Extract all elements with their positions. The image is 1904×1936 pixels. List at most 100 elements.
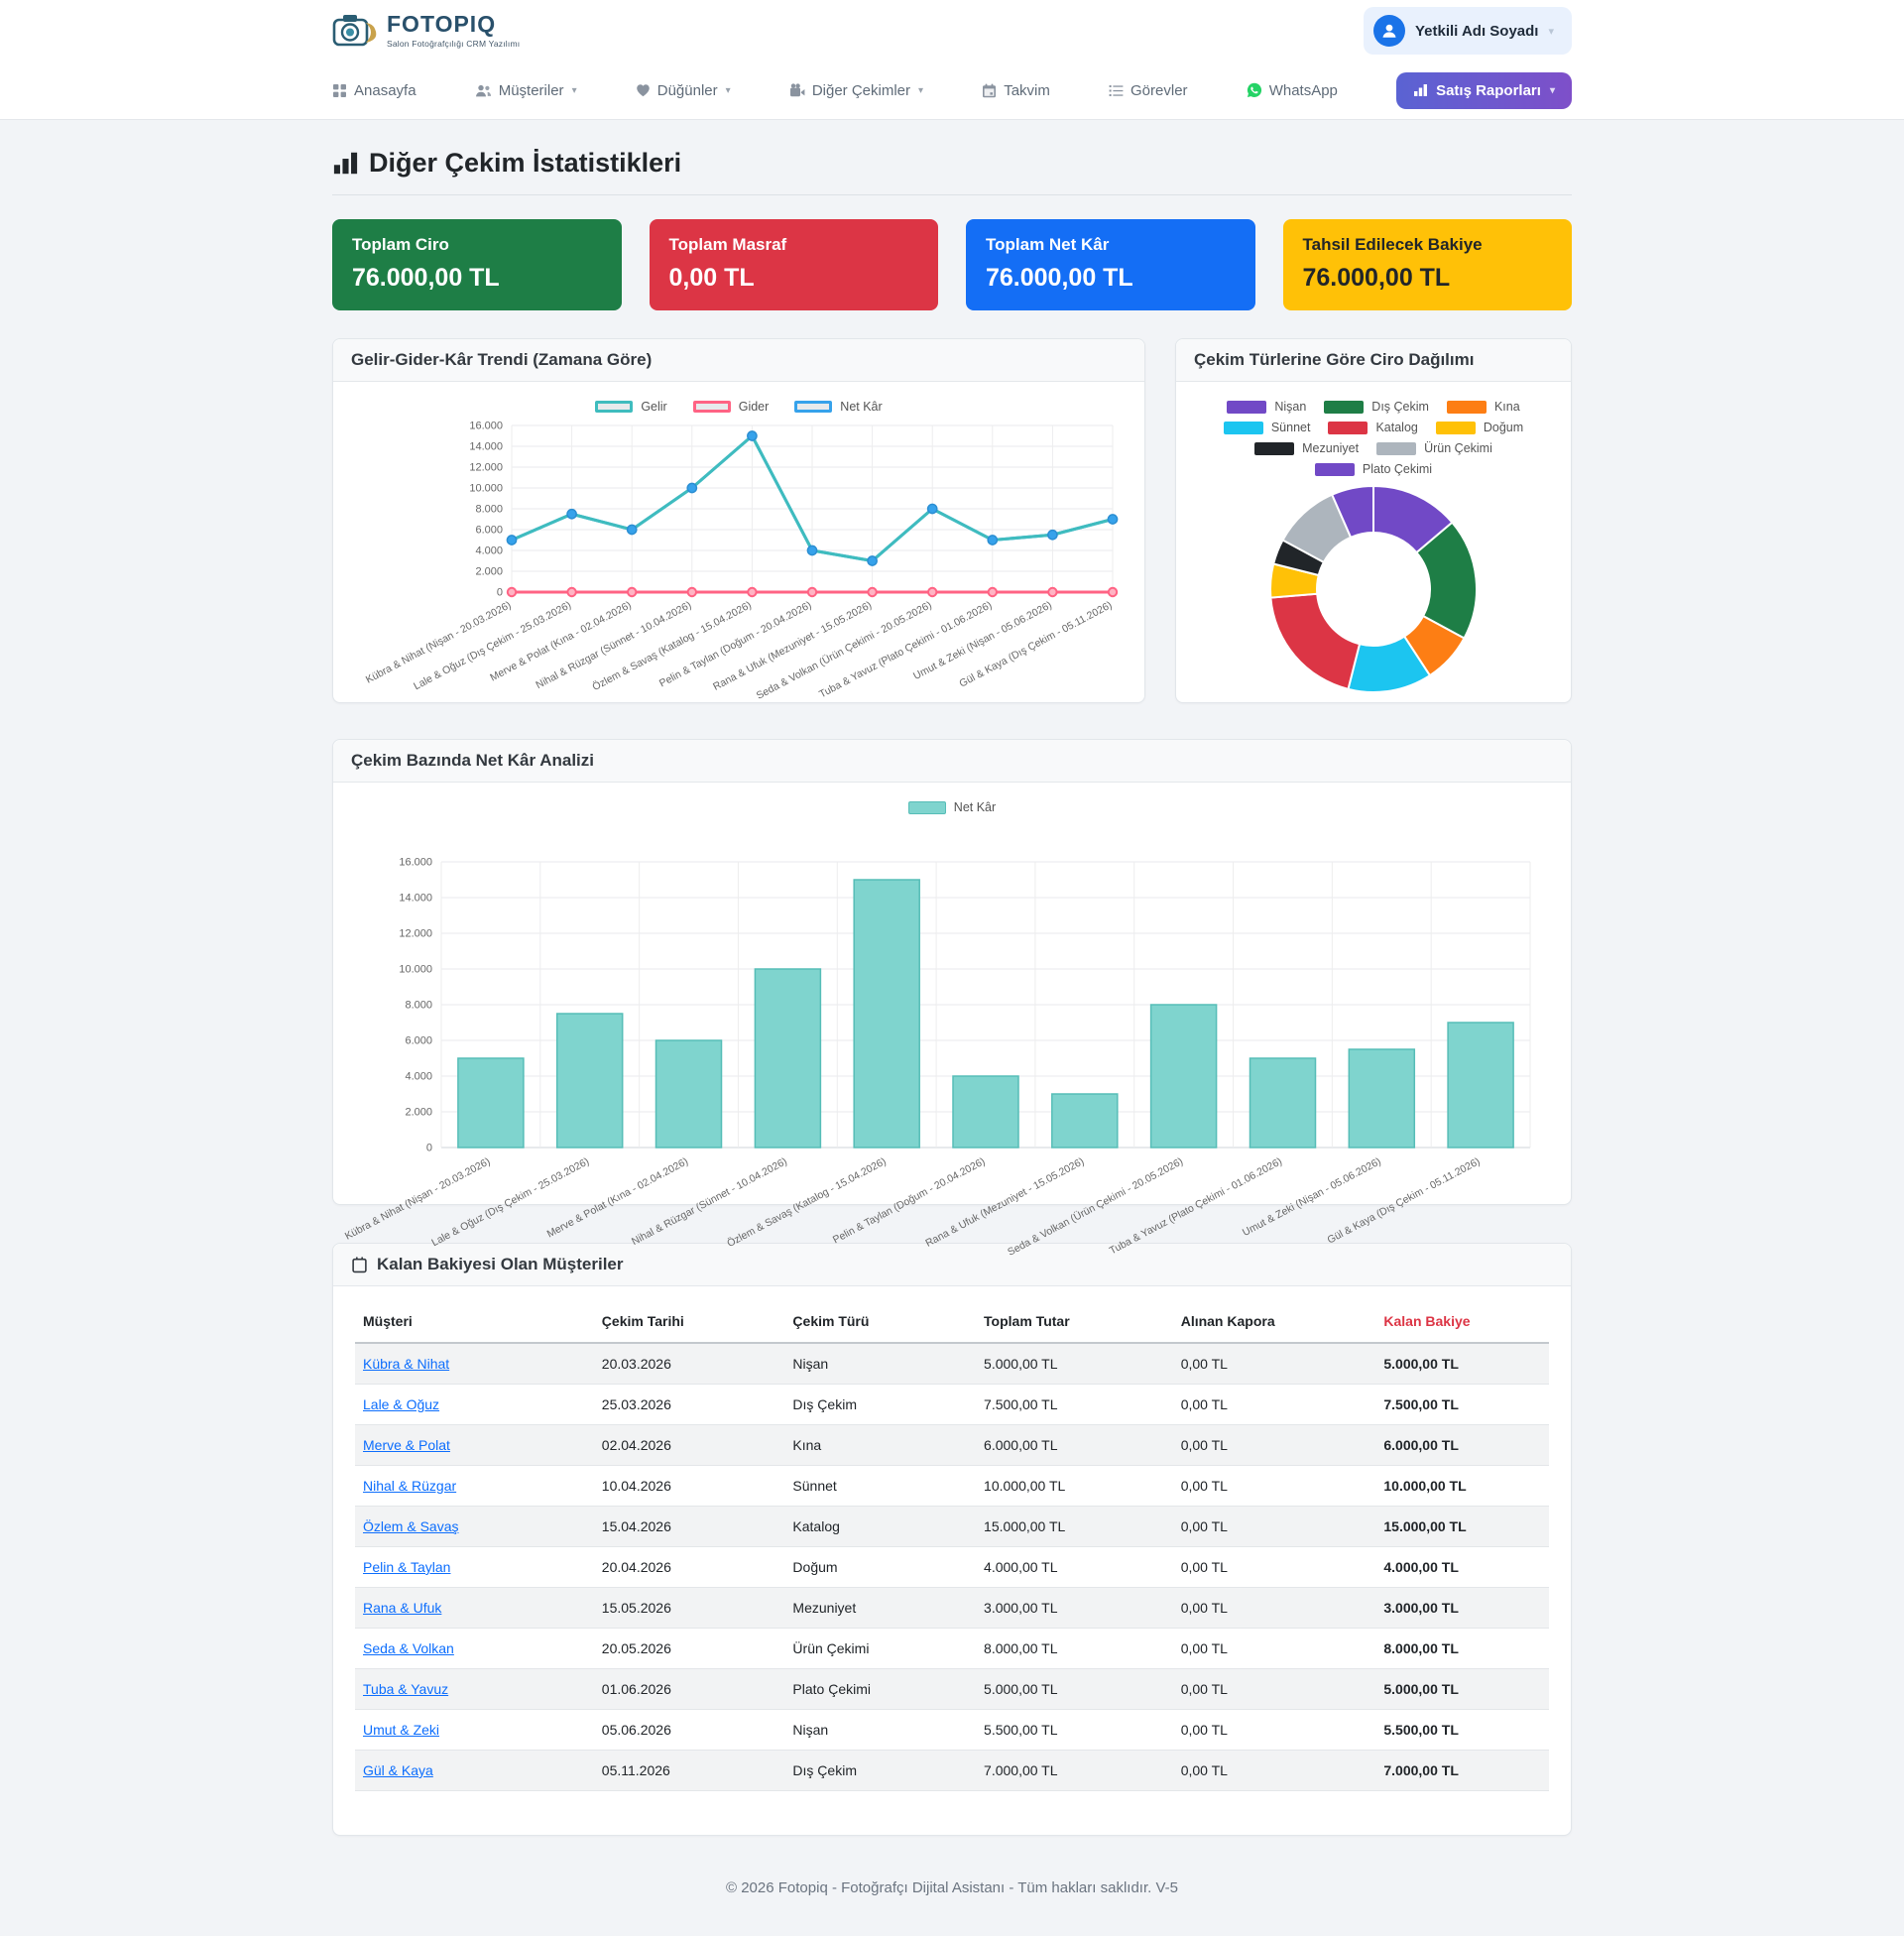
cell-type: Kına <box>784 1424 977 1466</box>
table-row: Merve & Polat 02.04.2026 Kına 6.000,00 T… <box>355 1424 1549 1466</box>
customer-link[interactable]: Gül & Kaya <box>363 1762 433 1778</box>
cell-deposit: 0,00 TL <box>1172 1506 1376 1547</box>
sales-reports-button[interactable]: Satış Raporları ▾ <box>1396 71 1572 109</box>
nav-label: Diğer Çekimler <box>811 81 910 99</box>
donut-chart-legend: Nişan Dış Çekim Kına Sünnet Katalog Doğu… <box>1186 394 1561 478</box>
nav-item-anasayfa[interactable]: Anasayfa <box>332 82 416 99</box>
main-nav: Anasayfa Müşteriler ▾ Düğünler ▾ Diğer Ç… <box>0 61 1904 120</box>
customer-link[interactable]: Umut & Zeki <box>363 1722 440 1738</box>
table-row: Pelin & Taylan 20.04.2026 Doğum 4.000,00… <box>355 1546 1549 1588</box>
summary-card-3: Tahsil Edilecek Bakiye 76.000,00 TL <box>1282 219 1572 310</box>
nav-label: Görevler <box>1130 81 1188 99</box>
cell-balance: 8.000,00 TL <box>1375 1628 1549 1669</box>
summary-card-2: Toplam Net Kâr 76.000,00 TL <box>966 219 1255 310</box>
cell-deposit: 0,00 TL <box>1172 1465 1376 1507</box>
heart-icon <box>636 84 650 97</box>
customer-link[interactable]: Pelin & Taylan <box>363 1559 451 1575</box>
customer-link[interactable]: Lale & Oğuz <box>363 1396 440 1412</box>
cell-balance: 5.500,00 TL <box>1375 1709 1549 1751</box>
customer-link[interactable]: Özlem & Savaş <box>363 1518 459 1534</box>
svg-text:14.000: 14.000 <box>399 893 432 905</box>
donut-chart <box>1186 478 1561 698</box>
trend-chart-legend: Gelir Gider Net Kâr <box>343 394 1134 416</box>
cell-date: 20.04.2026 <box>593 1546 785 1588</box>
summary-card-label: Toplam Masraf <box>668 235 787 254</box>
brand-logo[interactable]: FOTOPIQ Salon Fotoğrafçılığı CRM Yazılım… <box>332 11 520 51</box>
legend-item[interactable]: Doğum <box>1435 421 1523 434</box>
page-title: Diğer Çekim İstatistikleri <box>332 148 1572 179</box>
bar-chart-title: Çekim Bazında Net Kâr Analizi <box>333 740 1571 783</box>
legend-item[interactable]: Kına <box>1446 400 1520 414</box>
summary-card-label: Toplam Net Kâr <box>986 235 1110 254</box>
nav-item-musteriler[interactable]: Müşteriler ▾ <box>475 82 577 99</box>
legend-item[interactable]: Net Kâr <box>794 400 883 414</box>
nav-label: Anasayfa <box>354 81 416 99</box>
legend-item[interactable]: Gider <box>692 400 769 414</box>
balances-table: Müşteri Çekim Tarihi Çekim Türü Toplam T… <box>355 1300 1549 1791</box>
cell-type: Nişan <box>784 1709 977 1751</box>
customer-link[interactable]: Kübra & Nihat <box>363 1356 450 1372</box>
clipboard-icon <box>352 1256 367 1272</box>
table-row: Lale & Oğuz 25.03.2026 Dış Çekim 7.500,0… <box>355 1384 1549 1425</box>
legend-item[interactable]: Sünnet <box>1223 421 1310 434</box>
customer-link[interactable]: Nihal & Rüzgar <box>363 1478 457 1494</box>
legend-item[interactable]: Gelir <box>595 400 667 414</box>
cell-total: 15.000,00 TL <box>976 1506 1173 1547</box>
legend-item[interactable]: Katalog <box>1328 421 1418 434</box>
customer-link[interactable]: Rana & Ufuk <box>363 1600 442 1616</box>
task-list-icon <box>1109 84 1124 96</box>
legend-item[interactable]: Nişan <box>1227 400 1306 414</box>
bar-chart-legend: Net Kâr <box>343 794 1561 816</box>
summary-card-value: 76.000,00 TL <box>986 264 1133 292</box>
cell-balance: 7.500,00 TL <box>1375 1384 1549 1425</box>
summary-card-label: Tahsil Edilecek Bakiye <box>1302 235 1483 254</box>
cell-total: 7.000,00 TL <box>976 1750 1173 1791</box>
cell-total: 5.000,00 TL <box>976 1668 1173 1710</box>
cell-total: 8.000,00 TL <box>976 1628 1173 1669</box>
col-alinan-kapora: Alınan Kapora <box>1172 1300 1376 1344</box>
legend-item[interactable]: Net Kâr <box>907 800 996 814</box>
legend-item[interactable]: Dış Çekim <box>1324 400 1429 414</box>
legend-item[interactable]: Mezuniyet <box>1254 441 1359 455</box>
svg-text:16.000: 16.000 <box>469 421 503 432</box>
table-row: Nihal & Rüzgar 10.04.2026 Sünnet 10.000,… <box>355 1465 1549 1507</box>
cell-total: 10.000,00 TL <box>976 1465 1173 1507</box>
col-toplam-tutar: Toplam Tutar <box>976 1300 1173 1344</box>
cell-balance: 5.000,00 TL <box>1375 1343 1549 1385</box>
nav-item-dugunler[interactable]: Düğünler ▾ <box>636 82 731 99</box>
cell-date: 10.04.2026 <box>593 1465 785 1507</box>
chevron-down-icon: ▾ <box>725 84 731 96</box>
cell-date: 05.06.2026 <box>593 1709 785 1751</box>
bar-chart-icon <box>1414 84 1428 96</box>
cell-date: 25.03.2026 <box>593 1384 785 1425</box>
trend-chart-canvas: 0 2.000 4.000 6.000 8.000 10.000 12.000 14.000 1… <box>364 421 1119 702</box>
svg-text:10.000: 10.000 <box>469 483 503 495</box>
user-menu[interactable]: Yetkili Adı Soyadı ▾ <box>1363 7 1572 55</box>
col-musteri: Müşteri <box>355 1300 594 1344</box>
nav-label: Takvim <box>1004 81 1050 99</box>
cell-type: Mezuniyet <box>784 1587 977 1629</box>
svg-text:14.000: 14.000 <box>469 441 503 453</box>
nav-item-whatsapp[interactable]: WhatsApp <box>1247 82 1338 99</box>
table-row: Seda & Volkan 20.05.2026 Ürün Çekimi 8.0… <box>355 1628 1549 1669</box>
nav-item-diger-cekimler[interactable]: Diğer Çekimler ▾ <box>789 82 923 99</box>
grid-icon <box>333 83 346 97</box>
customer-link[interactable]: Tuba & Yavuz <box>363 1681 449 1697</box>
cell-date: 01.06.2026 <box>593 1668 785 1710</box>
cell-balance: 10.000,00 TL <box>1375 1465 1549 1507</box>
summary-card-value: 76.000,00 TL <box>352 264 500 292</box>
customer-link[interactable]: Seda & Volkan <box>363 1640 454 1656</box>
cell-total: 7.500,00 TL <box>976 1384 1173 1425</box>
nav-item-takvim[interactable]: Takvim <box>982 82 1050 99</box>
customer-link[interactable]: Merve & Polat <box>363 1437 450 1453</box>
cell-deposit: 0,00 TL <box>1172 1587 1376 1629</box>
legend-item[interactable]: Plato Çekimi <box>1314 462 1432 476</box>
svg-text:16.000: 16.000 <box>399 857 432 869</box>
svg-text:Rana & Ufuk (Mezuniyet - 15.05: Rana & Ufuk (Mezuniyet - 15.05.2026) <box>923 1155 1086 1250</box>
cell-deposit: 0,00 TL <box>1172 1546 1376 1588</box>
nav-item-gorevler[interactable]: Görevler <box>1109 82 1188 99</box>
cell-type: Doğum <box>784 1546 977 1588</box>
legend-item[interactable]: Ürün Çekimi <box>1376 441 1492 455</box>
trend-chart-title: Gelir-Gider-Kâr Trendi (Zamana Göre) <box>333 339 1144 382</box>
cell-total: 3.000,00 TL <box>976 1587 1173 1629</box>
